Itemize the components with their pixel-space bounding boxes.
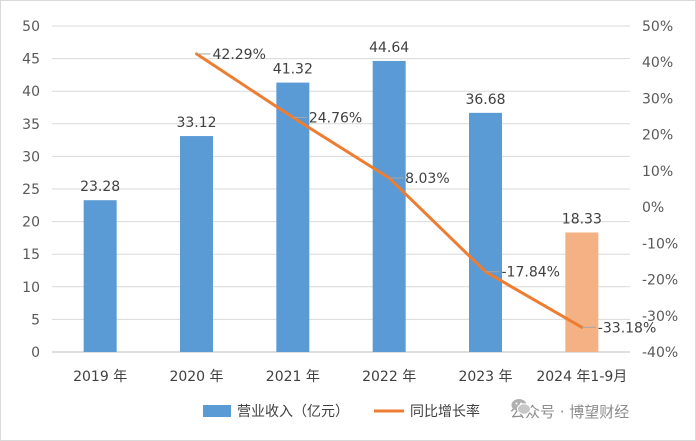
left-tick-label: 45: [22, 52, 40, 68]
right-tick-label: 30%: [642, 91, 673, 107]
growth-value-label: -33.18%: [598, 320, 656, 336]
left-tick-label: 20: [22, 215, 40, 231]
right-axis: -40% -30% -20% -10% 0% 10% 20% 30% 40% 50%: [642, 19, 678, 361]
bar-value-label: 18.33: [562, 211, 602, 227]
left-tick-label: 0: [31, 345, 40, 361]
category-label: 2022 年: [362, 369, 416, 385]
left-tick-label: 25: [22, 182, 40, 198]
growth-value-label: 42.29%: [213, 47, 266, 63]
category-label: 2021 年: [266, 369, 320, 385]
left-tick-label: 40: [22, 84, 40, 100]
watermark: 公众号 · 博望财经: [510, 396, 629, 426]
growth-value-label: 8.03%: [405, 171, 449, 187]
right-tick-label: -10%: [642, 236, 678, 252]
right-tick-label: -30%: [642, 309, 678, 325]
growth-value-label: -17.84%: [502, 265, 560, 281]
bar: [276, 82, 310, 352]
category-axis: 2019 年 2020 年 2021 年 2022 年 2023 年 2024 年1-9月: [73, 369, 627, 385]
right-tick-label: 40%: [642, 55, 673, 71]
left-tick-label: 5: [31, 312, 40, 328]
left-tick-label: 50: [22, 19, 40, 35]
bar: [372, 60, 406, 352]
right-tick-label: 50%: [642, 19, 673, 35]
bar: [83, 200, 117, 352]
bar-value-label: 33.12: [176, 115, 216, 131]
left-tick-label: 15: [22, 247, 40, 263]
right-tick-label: 10%: [642, 164, 673, 180]
bar-value-label: 23.28: [80, 179, 120, 195]
wechat-logo-icon: [511, 399, 531, 415]
growth-value-label: 24.76%: [309, 110, 362, 126]
right-tick-label: 20%: [642, 128, 673, 144]
legend-line-label: 同比增长率: [410, 403, 480, 420]
bar-value-label: 36.68: [465, 92, 505, 108]
bar: [469, 112, 502, 352]
category-label: 2019 年: [73, 369, 127, 385]
category-label: 2024 年1-9月: [536, 369, 627, 385]
watermark-text: 公众号 · 博望财经: [510, 402, 630, 421]
left-tick-label: 35: [22, 117, 40, 133]
left-tick-label: 10: [22, 280, 40, 296]
bar: [180, 136, 213, 352]
bar-value-label: 41.32: [273, 62, 313, 78]
right-tick-label: -40%: [642, 345, 678, 361]
legend-bar-label: 营业收入（亿元）: [237, 404, 349, 420]
left-tick-label: 30: [22, 149, 40, 165]
right-tick-label: 0%: [642, 200, 664, 216]
gridlines: [52, 25, 630, 353]
category-label: 2023 年: [458, 369, 512, 385]
left-axis: 0 5 10 15 20 25 30 35 40 45 50: [22, 19, 40, 361]
bar-series: 23.28 33.12 41.32 44.64 36.68 18.33: [80, 40, 602, 352]
bar-value-label: 44.64: [369, 40, 409, 56]
right-tick-label: -20%: [642, 273, 678, 289]
legend: 营业收入（亿元） 同比增长率: [203, 403, 480, 420]
category-label: 2020 年: [169, 369, 223, 385]
line-series: 42.29% 24.76% 8.03% -17.84% -33.18%: [195, 47, 656, 336]
legend-bar-swatch: [203, 405, 231, 417]
bar: [565, 232, 599, 352]
